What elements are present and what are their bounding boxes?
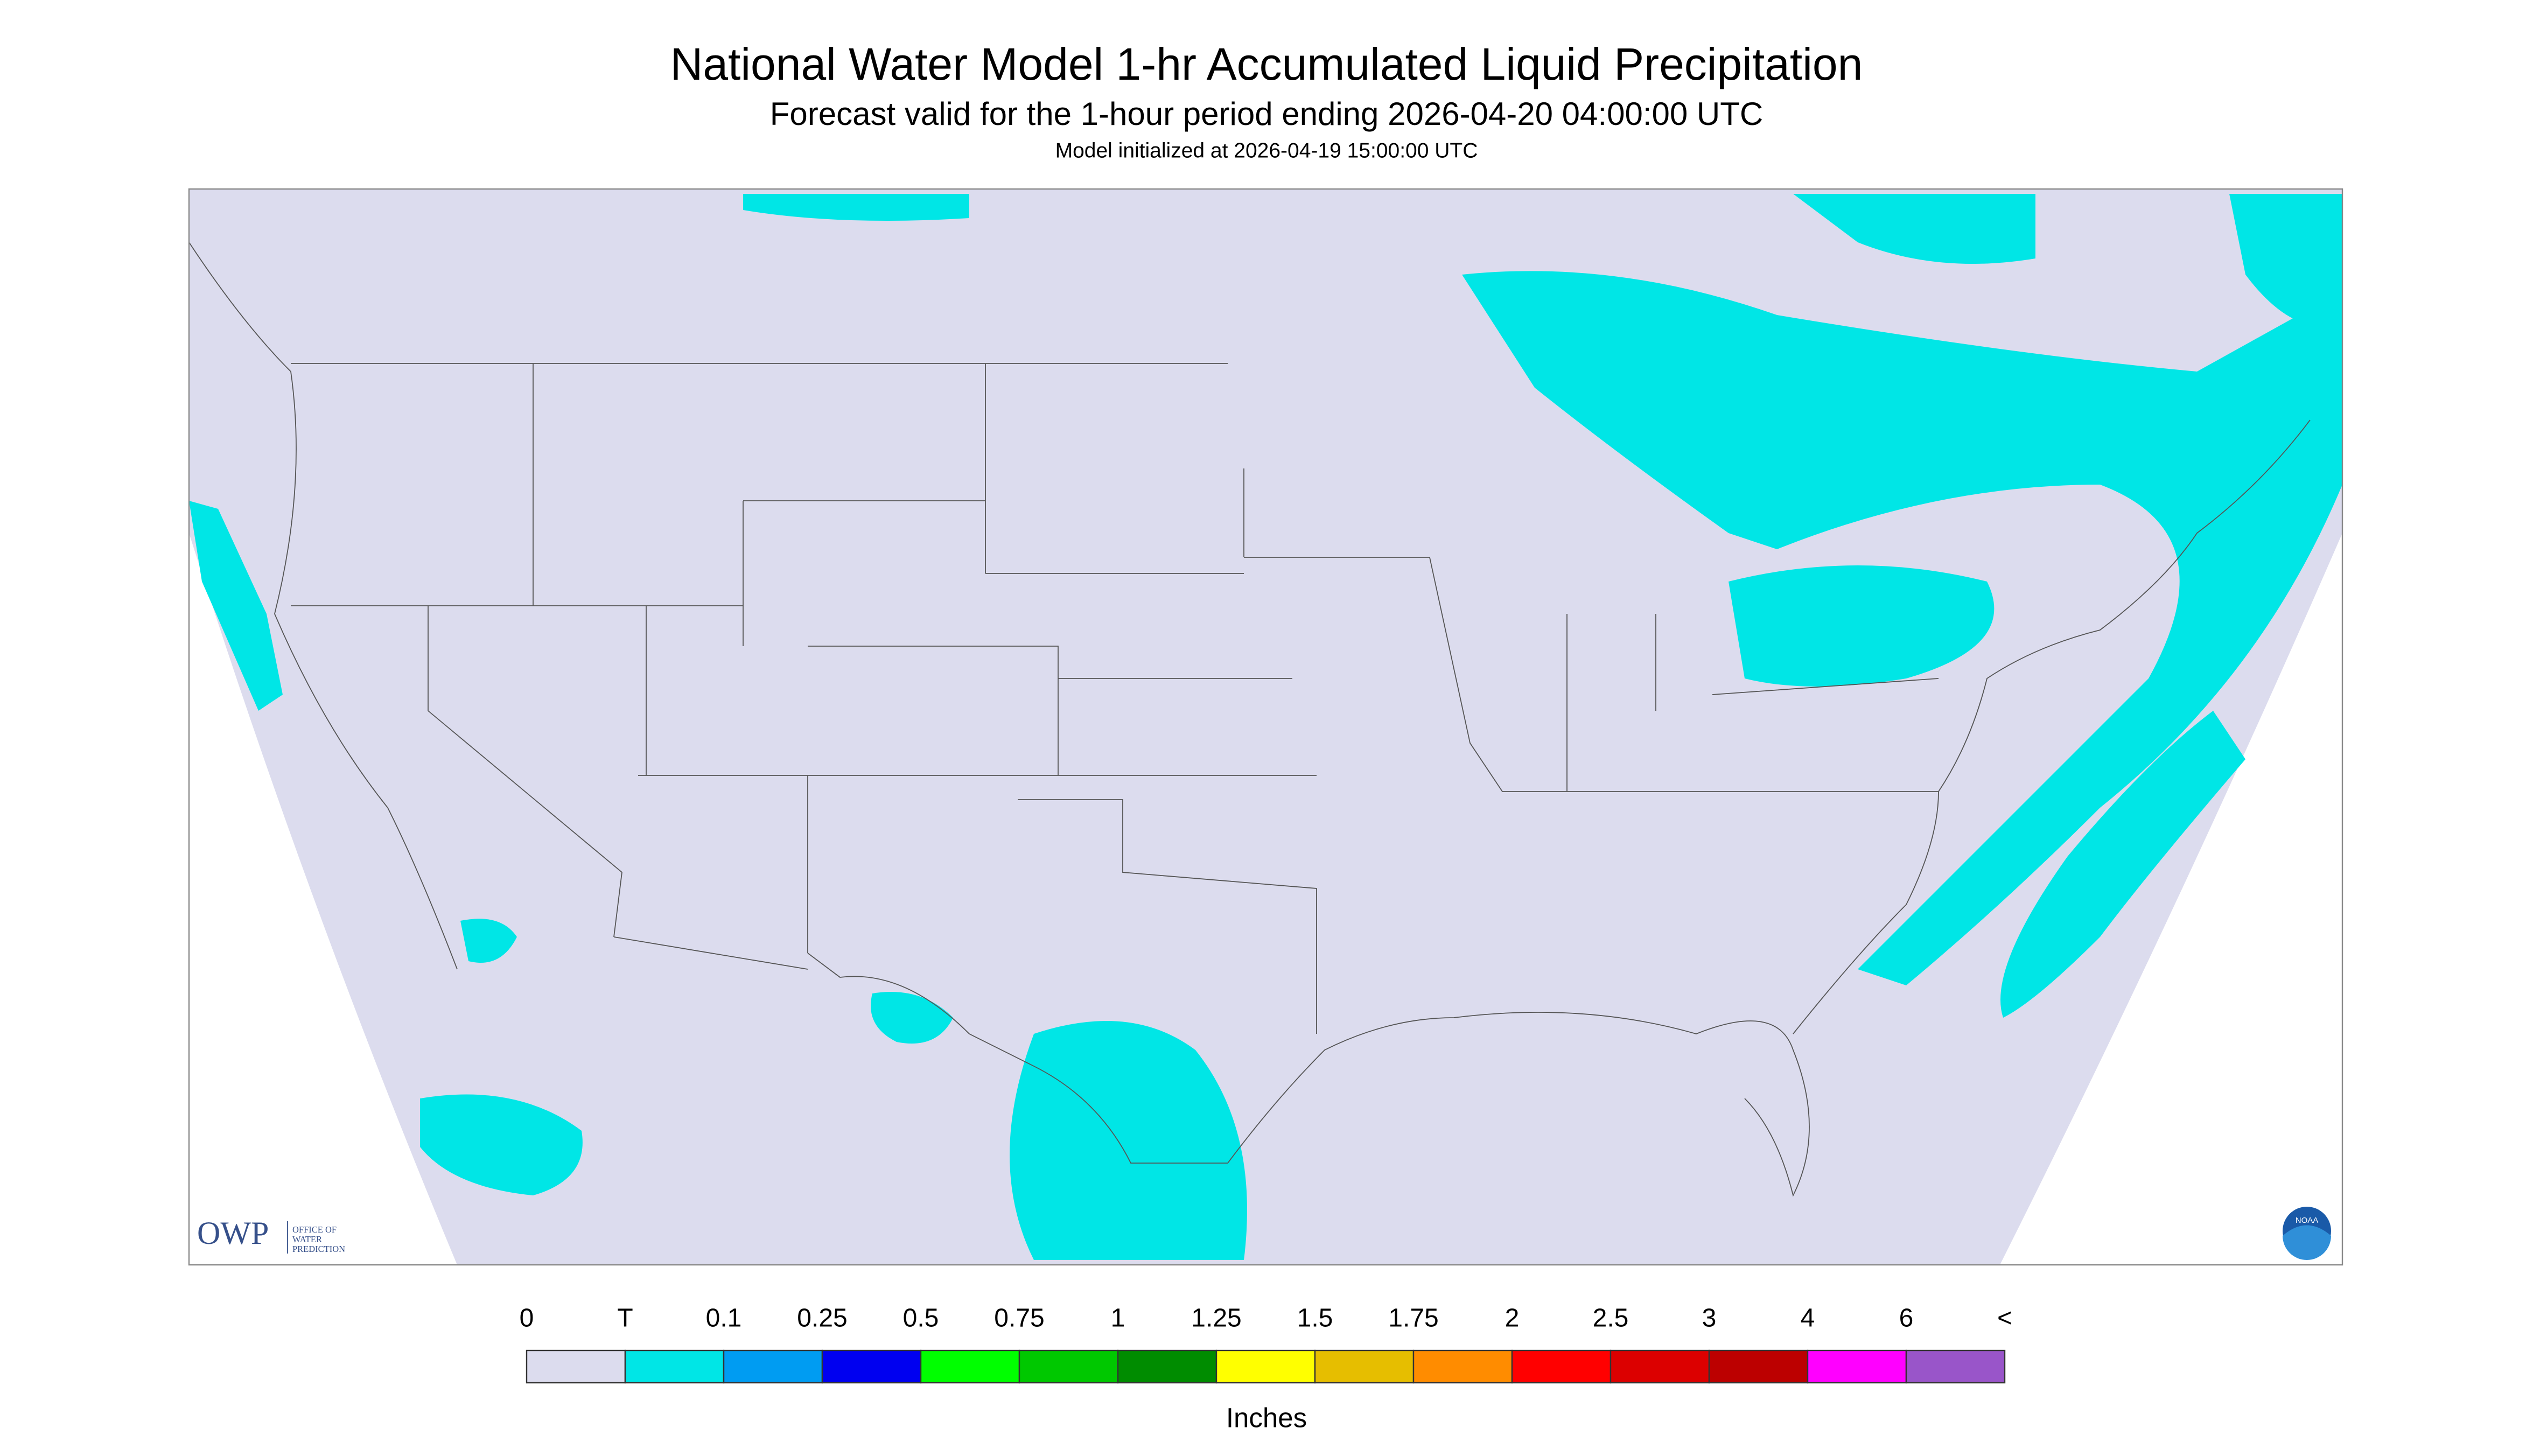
legend-label: 2.5 (1593, 1304, 1629, 1333)
legend-swatch (624, 1349, 725, 1384)
legend-unit: Inches (1226, 1402, 1307, 1433)
legend-swatch (1018, 1349, 1119, 1384)
noaa-logo: NOAA (2283, 1207, 2331, 1261)
init-time: Model initialized at 2026-04-19 15:00:00… (1055, 139, 1478, 162)
legend-label: 0.75 (994, 1304, 1044, 1333)
map-frame (188, 188, 2343, 1266)
legend-label: 0.25 (797, 1304, 847, 1333)
legend-swatch (1314, 1349, 1415, 1384)
legend-label: 6 (1899, 1304, 1914, 1333)
legend-label: 0.1 (706, 1304, 742, 1333)
legend-label: 1.5 (1297, 1304, 1333, 1333)
legend-label: < (1997, 1304, 2012, 1333)
legend-swatch (821, 1349, 922, 1384)
legend-swatch (1412, 1349, 1513, 1384)
legend-swatch (1708, 1349, 1809, 1384)
map-panel: OWP OFFICE OF WATER PREDICTION NOAA (188, 188, 2343, 1266)
legend-swatch (1511, 1349, 1612, 1384)
legend-label: 0.5 (903, 1304, 939, 1333)
legend-swatch (1610, 1349, 1710, 1384)
legend-swatch (920, 1349, 1020, 1384)
legend-swatch (1215, 1349, 1316, 1384)
owp-logo: OWP OFFICE OF WATER PREDICTION (197, 1215, 345, 1254)
legend-label: 0 (520, 1304, 534, 1333)
legend-label: 1.75 (1388, 1304, 1438, 1333)
subtitle: Forecast valid for the 1-hour period end… (770, 96, 1763, 132)
owp-text: OFFICE OF (292, 1224, 337, 1235)
legend-label: T (617, 1304, 633, 1333)
legend-label: 4 (1801, 1304, 1815, 1333)
precipitation (189, 194, 2342, 1261)
noaa-text: NOAA (2296, 1216, 2319, 1225)
title: National Water Model 1-hr Accumulated Li… (670, 39, 1863, 89)
state-borders (188, 242, 2311, 1197)
legend-swatch (526, 1349, 626, 1384)
legend-swatch (723, 1349, 823, 1384)
legend-label: 1.25 (1191, 1304, 1241, 1333)
legend-label: 1 (1111, 1304, 1125, 1333)
legend-swatch (1905, 1349, 2006, 1384)
legend-swatch (1117, 1349, 1217, 1384)
owp-text: WATER (292, 1234, 322, 1244)
owp-mark: OWP (197, 1215, 269, 1251)
legend-swatch (1807, 1349, 1907, 1384)
legend-label: 2 (1505, 1304, 1520, 1333)
legend: 0 T 0.1 0.25 0.5 0.75 1 1.25 1.5 1.75 2 2.5 3 4 6 < (520, 1304, 2012, 1384)
legend-label: 3 (1702, 1304, 1717, 1333)
owp-text: PREDICTION (292, 1244, 345, 1254)
